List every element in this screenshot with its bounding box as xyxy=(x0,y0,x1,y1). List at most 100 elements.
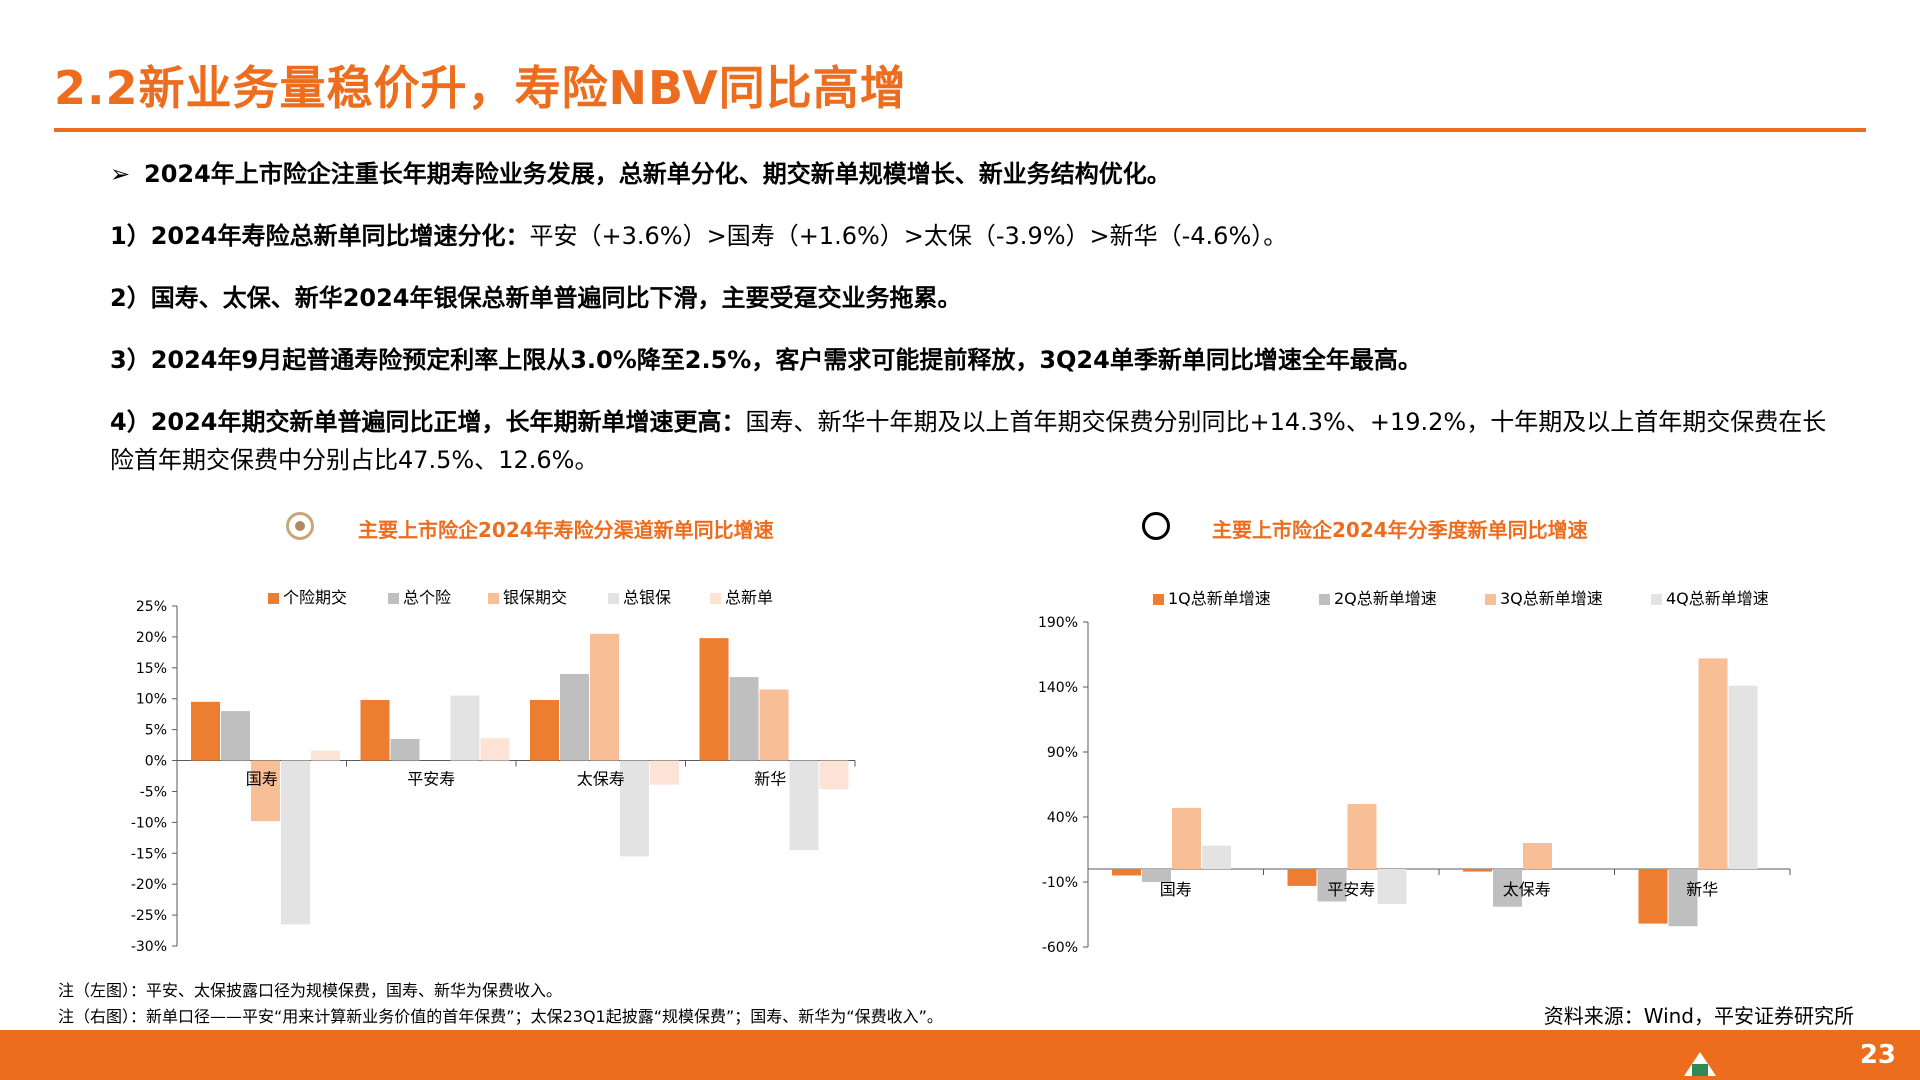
bar xyxy=(1317,869,1347,902)
bar xyxy=(1728,685,1758,869)
y-tick-label: -20% xyxy=(131,877,167,893)
bar xyxy=(311,750,340,761)
bar xyxy=(699,638,729,761)
note-left: 注（左图）：平安、太保披露口径为规模保费，国寿、新华为保费收入。 xyxy=(58,981,563,1000)
y-tick-label: -5% xyxy=(140,784,167,800)
x-category-label: 国寿 xyxy=(1160,880,1192,899)
x-category-label: 平安寿 xyxy=(407,770,455,789)
legend-label: 3Q总新单增速 xyxy=(1500,589,1603,608)
bar xyxy=(1638,869,1668,924)
bar xyxy=(1523,843,1552,869)
y-tick-label: 40% xyxy=(1047,810,1078,826)
bar xyxy=(560,674,589,761)
radio-empty-icon xyxy=(1142,512,1170,540)
y-tick-label: 140% xyxy=(1038,680,1078,696)
y-tick-label: 20% xyxy=(136,630,167,646)
chart-notes: 注（左图）：平安、太保披露口径为规模保费，国寿、新华为保费收入。 注（右图）：新… xyxy=(58,978,943,1030)
arrow-bullet-icon: ➢ xyxy=(110,160,131,188)
bar xyxy=(789,760,819,851)
legend-swatch xyxy=(1485,594,1496,605)
bar xyxy=(590,633,619,761)
legend-swatch xyxy=(488,593,499,604)
logo-inner-icon xyxy=(1692,1064,1708,1076)
x-category-label: 新华 xyxy=(754,770,786,789)
bullet-3: 3）2024年9月起普通寿险预定利率上限从3.0%降至2.5%，客户需求可能提前… xyxy=(110,341,1830,379)
bar xyxy=(1172,807,1201,869)
legend-label: 1Q总新单增速 xyxy=(1168,589,1271,608)
x-category-label: 太保寿 xyxy=(577,770,625,789)
bar xyxy=(1668,869,1698,927)
bullet-lead: ➢ 2024年上市险企注重长年期寿险业务发展，总新单分化、期交新单规模增长、新业务… xyxy=(110,155,1830,193)
legend-label: 个险期交 xyxy=(283,588,347,607)
bullet-1-bold: 1）2024年寿险总新单同比增速分化： xyxy=(110,222,530,250)
legend-label: 总银保 xyxy=(623,588,671,607)
page-number: 23 xyxy=(1859,1040,1896,1070)
radio-selected-icon xyxy=(286,512,314,540)
bar xyxy=(360,699,390,761)
y-tick-label: -10% xyxy=(131,815,167,831)
y-tick-label: 5% xyxy=(145,723,167,739)
bar xyxy=(1347,804,1377,869)
bar xyxy=(450,695,480,761)
bar xyxy=(251,760,280,822)
bullet-4-text: 国寿、新华十年期及以上首年期交保费分别同比+14.3%、+19.2%，十年期及以… xyxy=(110,408,1827,474)
bar xyxy=(620,760,649,857)
legend-label: 总个险 xyxy=(403,588,451,607)
bullet-4: 4）2024年期交新单普遍同比正增，长年期新单增速更高：国寿、新华十年期及以上首… xyxy=(110,403,1830,479)
bar xyxy=(1698,658,1728,869)
left-chart-title: 主要上市险企2024年寿险分渠道新单同比增速 xyxy=(358,518,774,542)
bar xyxy=(650,760,679,785)
legend-swatch xyxy=(1651,594,1662,605)
y-tick-label: 15% xyxy=(136,661,167,677)
bullet-3-bold: 3）2024年9月起普通寿险预定利率上限从3.0%降至2.5%，客户需求可能提前… xyxy=(110,346,1422,374)
legend-swatch xyxy=(710,593,721,604)
x-category-label: 太保寿 xyxy=(1503,880,1551,899)
bar xyxy=(281,760,310,925)
bar xyxy=(1493,869,1522,907)
page-title: 2.2新业务量稳价升，寿险NBV同比高增 xyxy=(54,61,907,115)
legend-swatch xyxy=(1319,594,1330,605)
bullet-1: 1）2024年寿险总新单同比增速分化：平安（+3.6%）>国寿（+1.6%）>太… xyxy=(110,217,1830,255)
bar xyxy=(390,738,420,761)
y-tick-label: -25% xyxy=(131,908,167,924)
bullet-2-bold: 2）国寿、太保、新华2024年银保总新单普遍同比下滑，主要受趸交业务拖累。 xyxy=(110,284,962,312)
bullet-2: 2）国寿、太保、新华2024年银保总新单普遍同比下滑，主要受趸交业务拖累。 xyxy=(110,279,1830,317)
legend-swatch xyxy=(608,593,619,604)
y-tick-label: 25% xyxy=(136,599,167,615)
data-source: 资料来源：Wind，平安证券研究所 xyxy=(1543,1004,1854,1028)
bar xyxy=(221,711,250,761)
bar xyxy=(819,760,849,789)
legend-swatch xyxy=(268,593,279,604)
title-divider xyxy=(54,128,1866,132)
legend-label: 2Q总新单增速 xyxy=(1334,589,1437,608)
x-category-label: 新华 xyxy=(1686,880,1718,899)
bar xyxy=(729,677,759,761)
y-tick-label: -15% xyxy=(131,846,167,862)
bullet-lead-text: 2024年上市险企注重长年期寿险业务发展，总新单分化、期交新单规模增长、新业务结… xyxy=(144,160,1171,188)
left-bar-chart: 25% 20% 15% 10% 5% 0% -5% -10% -15% -20% -25% -30% 国… xyxy=(131,588,856,955)
y-tick-label: 10% xyxy=(136,692,167,708)
footer-bar xyxy=(0,1030,1920,1080)
y-tick-label: 90% xyxy=(1047,745,1078,761)
legend-label: 4Q总新单增速 xyxy=(1666,589,1769,608)
bullet-list: ➢ 2024年上市险企注重长年期寿险业务发展，总新单分化、期交新单规模增长、新业务… xyxy=(110,155,1830,503)
bullet-1-text: 平安（+3.6%）>国寿（+1.6%）>太保（-3.9%）>新华（-4.6%）。 xyxy=(529,222,1288,250)
bar xyxy=(1287,869,1317,886)
y-tick-label: -30% xyxy=(131,939,167,955)
bar xyxy=(1112,869,1141,876)
bar xyxy=(530,699,559,761)
bar xyxy=(191,701,220,761)
note-right: 注（右图）：新单口径——平安“用来计算新业务价值的首年保费”；太保23Q1起披露… xyxy=(58,1007,943,1026)
bar xyxy=(480,738,510,761)
legend-swatch xyxy=(388,593,399,604)
bar xyxy=(1202,845,1231,869)
bullet-4-bold: 4）2024年期交新单普遍同比正增，长年期新单增速更高： xyxy=(110,408,746,436)
legend-label: 银保期交 xyxy=(503,588,567,607)
legend-swatch xyxy=(1153,594,1164,605)
y-tick-label: 0% xyxy=(145,754,167,770)
bar xyxy=(1142,869,1171,882)
x-category-label: 国寿 xyxy=(246,770,278,789)
bar xyxy=(1377,869,1407,905)
bar xyxy=(759,689,789,761)
x-category-label: 平安寿 xyxy=(1327,880,1375,899)
